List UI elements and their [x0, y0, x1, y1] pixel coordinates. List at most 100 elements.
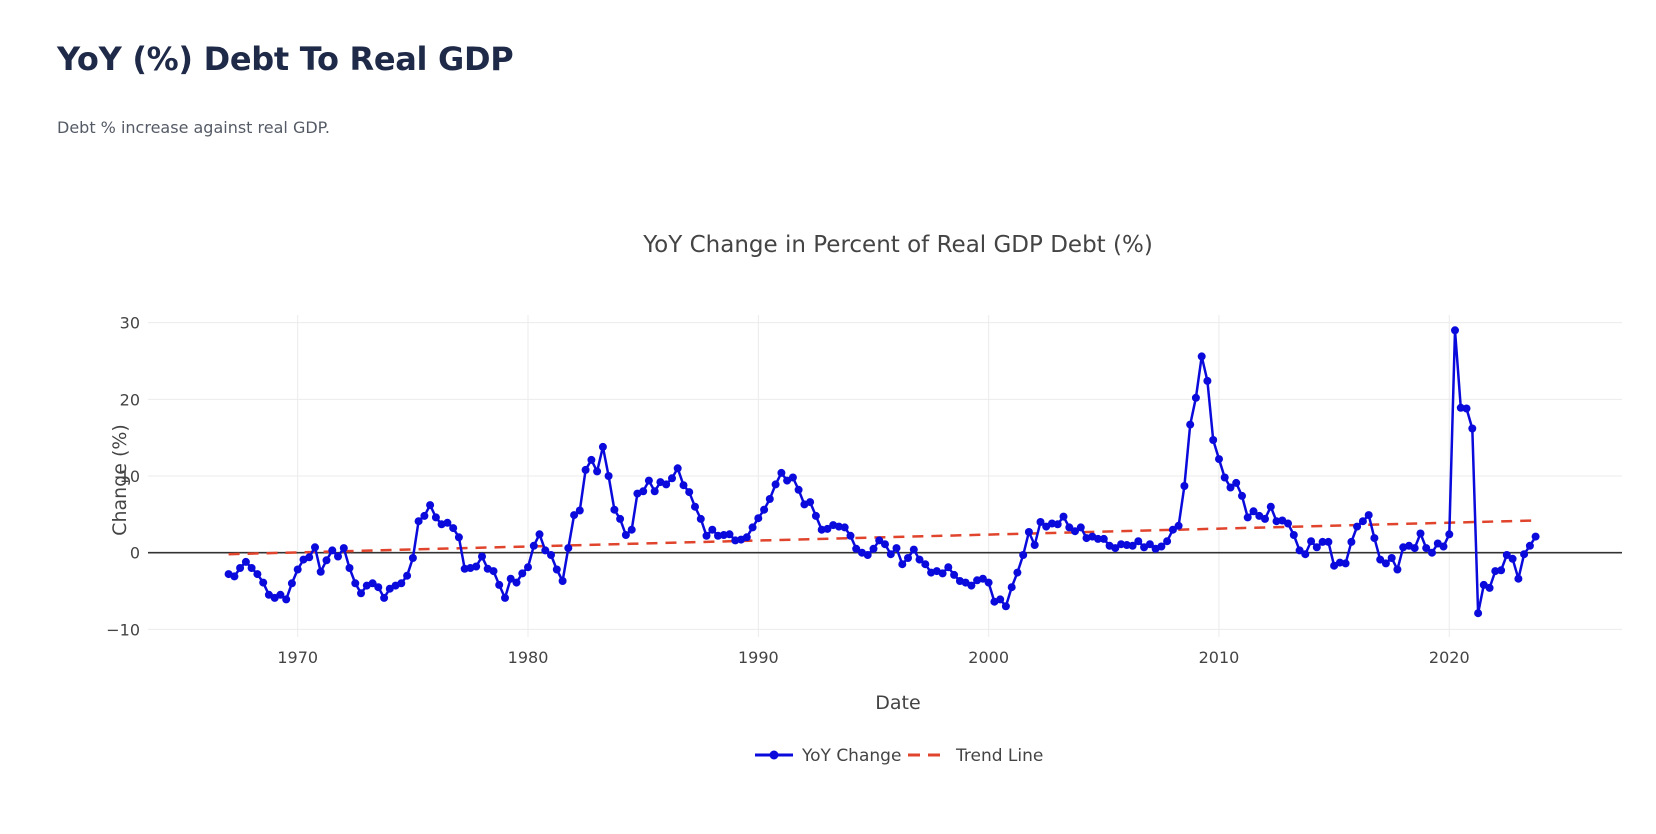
data-point[interactable] — [380, 593, 389, 602]
data-point[interactable] — [1428, 548, 1436, 557]
data-point[interactable] — [788, 473, 797, 482]
data-point[interactable] — [339, 544, 348, 553]
data-point[interactable] — [1232, 478, 1241, 487]
data-point[interactable] — [1157, 542, 1166, 551]
data-point[interactable] — [443, 518, 452, 527]
data-point[interactable] — [881, 540, 889, 549]
data-point[interactable] — [1422, 544, 1431, 553]
data-point[interactable] — [558, 577, 567, 585]
data-point[interactable] — [1358, 517, 1367, 526]
data-point[interactable] — [1525, 541, 1534, 550]
data-point[interactable] — [1485, 583, 1494, 592]
data-point[interactable] — [1502, 551, 1511, 559]
data-point[interactable] — [806, 498, 815, 507]
data-point[interactable] — [1312, 543, 1321, 552]
data-point[interactable] — [708, 525, 717, 534]
data-point[interactable] — [984, 578, 993, 587]
data-point[interactable] — [1215, 455, 1223, 464]
data-point[interactable] — [293, 565, 302, 574]
data-point[interactable] — [1284, 519, 1292, 528]
data-point[interactable] — [1341, 559, 1350, 568]
data-point[interactable] — [1220, 473, 1229, 482]
data-point[interactable] — [414, 517, 423, 526]
data-point[interactable] — [1289, 531, 1298, 539]
data-point[interactable] — [1209, 436, 1218, 444]
data-point[interactable] — [1111, 544, 1120, 553]
data-point[interactable] — [869, 544, 878, 553]
data-point[interactable] — [610, 505, 619, 514]
data-point[interactable] — [598, 442, 607, 451]
data-point[interactable] — [236, 564, 245, 572]
data-point[interactable] — [1370, 534, 1379, 543]
data-point[interactable] — [501, 593, 509, 602]
data-point[interactable] — [950, 570, 959, 579]
data-point[interactable] — [875, 536, 884, 545]
data-point[interactable] — [1099, 534, 1108, 543]
data-point[interactable] — [247, 564, 256, 572]
data-point[interactable] — [1024, 528, 1033, 536]
data-point[interactable] — [230, 572, 239, 581]
data-point[interactable] — [754, 514, 763, 523]
data-point[interactable] — [685, 488, 694, 497]
data-point[interactable] — [512, 578, 521, 587]
data-point[interactable] — [1266, 502, 1275, 511]
data-point[interactable] — [1071, 527, 1079, 536]
data-point[interactable] — [1145, 540, 1154, 549]
data-point[interactable] — [1353, 522, 1362, 531]
data-point[interactable] — [1168, 525, 1177, 534]
data-point[interactable] — [1013, 568, 1022, 577]
data-point[interactable] — [794, 485, 803, 494]
data-point[interactable] — [904, 554, 912, 562]
data-point[interactable] — [322, 556, 331, 565]
data-point[interactable] — [644, 476, 653, 485]
data-point[interactable] — [587, 455, 596, 464]
data-point[interactable] — [1393, 565, 1402, 574]
data-point[interactable] — [1065, 523, 1074, 532]
data-point[interactable] — [1007, 583, 1016, 592]
data-point[interactable] — [760, 505, 769, 514]
data-point[interactable] — [581, 465, 590, 474]
data-point[interactable] — [1410, 544, 1419, 553]
data-point[interactable] — [702, 531, 711, 540]
data-point[interactable] — [915, 555, 924, 564]
data-point[interactable] — [1001, 602, 1010, 611]
data-point[interactable] — [570, 511, 579, 520]
data-point[interactable] — [1191, 393, 1200, 402]
data-point[interactable] — [668, 474, 676, 483]
data-point[interactable] — [345, 564, 354, 572]
data-point[interactable] — [909, 545, 918, 554]
data-point[interactable] — [529, 541, 538, 550]
data-point[interactable] — [1324, 537, 1333, 546]
data-point[interactable] — [639, 487, 648, 496]
data-point[interactable] — [996, 595, 1005, 604]
data-point[interactable] — [1243, 513, 1252, 522]
data-point[interactable] — [777, 468, 786, 477]
data-point[interactable] — [1203, 376, 1212, 385]
data-point[interactable] — [1520, 550, 1529, 559]
data-point[interactable] — [397, 579, 406, 588]
data-point[interactable] — [276, 590, 285, 599]
data-point[interactable] — [328, 546, 337, 555]
data-point[interactable] — [650, 487, 659, 496]
data-point[interactable] — [454, 533, 463, 542]
data-point[interactable] — [518, 569, 527, 578]
data-point[interactable] — [1094, 534, 1102, 543]
data-point[interactable] — [1053, 520, 1062, 529]
data-point[interactable] — [1128, 541, 1137, 550]
data-point[interactable] — [1462, 404, 1471, 413]
data-point[interactable] — [967, 581, 976, 590]
data-point[interactable] — [1249, 507, 1258, 516]
data-point[interactable] — [1376, 555, 1385, 564]
data-point[interactable] — [449, 524, 458, 533]
data-point[interactable] — [1030, 541, 1039, 549]
data-point[interactable] — [420, 511, 429, 520]
data-point[interactable] — [1076, 523, 1085, 532]
data-point[interactable] — [1347, 537, 1356, 546]
data-point[interactable] — [259, 578, 268, 587]
data-point[interactable] — [403, 571, 412, 580]
data-point[interactable] — [535, 530, 544, 539]
data-point[interactable] — [431, 513, 440, 522]
data-point[interactable] — [944, 563, 953, 572]
data-point[interactable] — [679, 481, 688, 490]
data-point[interactable] — [593, 467, 602, 476]
